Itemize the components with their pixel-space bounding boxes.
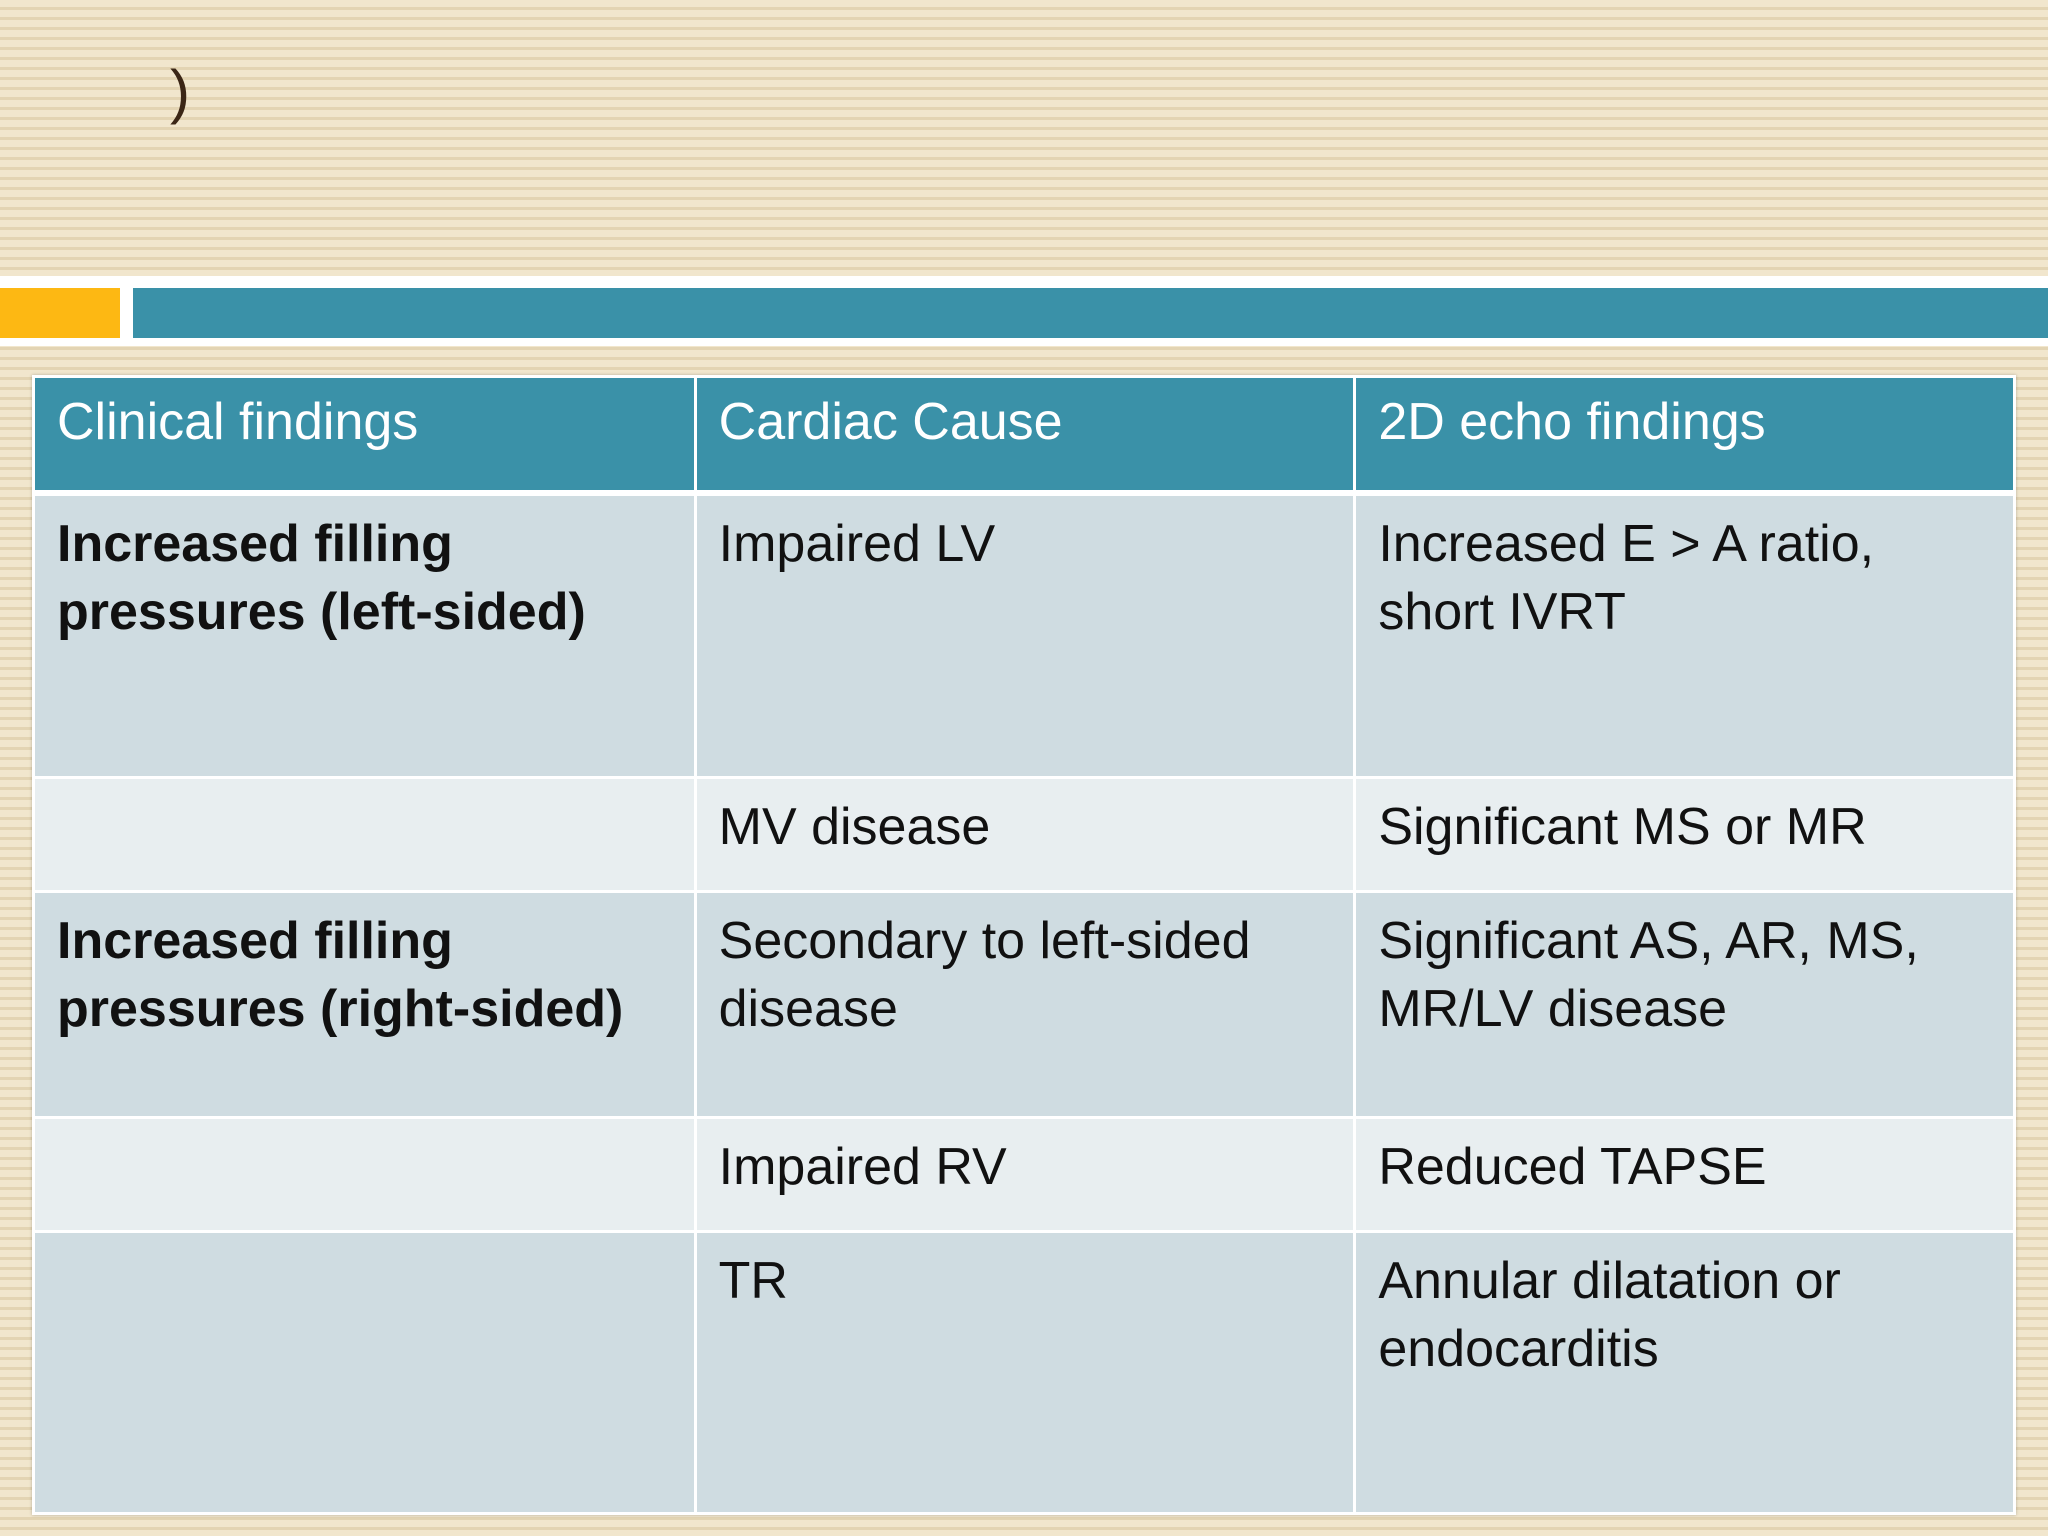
table-row: Impaired RV Reduced TAPSE [32,1115,2016,1233]
findings-table: Clinical findings Cardiac Cause 2D echo … [32,375,2016,1516]
table-row: Increased filling pressures (left-sided)… [32,491,2016,779]
cell-cardiac-cause: MV disease [693,775,1357,893]
findings-table-container: Clinical findings Cardiac Cause 2D echo … [32,375,2016,1516]
accent-bar-teal [133,288,2048,338]
cell-echo-finding: Significant MS or MR [1353,775,2016,893]
cell-clinical-finding [32,1229,697,1516]
cell-clinical-finding: Increased filling pressures (right-sided… [32,889,697,1119]
cell-cardiac-cause: Impaired RV [693,1115,1357,1233]
cell-clinical-finding [32,775,697,893]
cell-clinical-finding [32,1115,697,1233]
cell-cardiac-cause: Secondary to left-sided disease [693,889,1357,1119]
accent-bar-orange [0,288,120,338]
header-cardiac-cause: Cardiac Cause [693,375,1357,496]
cell-echo-finding: Annular dilatation or endocarditis [1353,1229,2016,1516]
table-row: Increased filling pressures (right-sided… [32,889,2016,1119]
table-row: MV disease Significant MS or MR [32,775,2016,893]
cell-cardiac-cause: Impaired LV [693,491,1357,779]
cell-echo-finding: Significant AS, AR, MS, MR/LV disease [1353,889,2016,1119]
cell-echo-finding: Reduced TAPSE [1353,1115,2016,1233]
table-row: TR Annular dilatation or endocarditis [32,1229,2016,1516]
cell-clinical-finding: Increased filling pressures (left-sided) [32,491,697,779]
table-header-row: Clinical findings Cardiac Cause 2D echo … [32,375,2016,496]
slide-title: ) [170,58,190,125]
cell-echo-finding: Increased E > A ratio, short IVRT [1353,491,2016,779]
cell-cardiac-cause: TR [693,1229,1357,1516]
header-clinical-findings: Clinical findings [32,375,697,496]
header-echo-findings: 2D echo findings [1353,375,2016,496]
